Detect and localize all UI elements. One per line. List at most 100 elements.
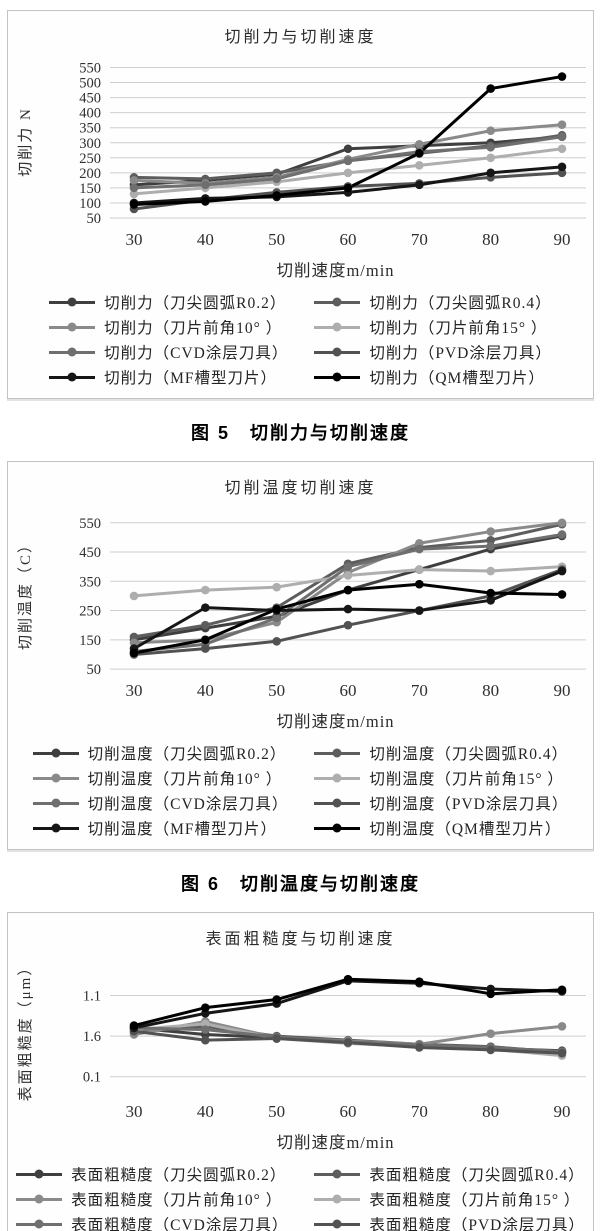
legend-marker-icon: [314, 297, 361, 307]
data-point: [272, 1034, 281, 1043]
x-tick-label: 50: [268, 681, 285, 700]
y-tick-label: 200: [79, 166, 101, 182]
legend-dot-icon: [332, 1169, 342, 1179]
legend-marker-icon: [314, 1219, 361, 1229]
data-point: [129, 648, 139, 658]
y-axis-title: 切削力 N: [17, 107, 34, 177]
data-point: [415, 606, 424, 615]
legend-item: 切削温度（CVD涂层刀具）: [32, 792, 289, 814]
legend-dot-icon: [67, 297, 77, 307]
surface-roughness-chart-panel: 表面粗糙度与切削速度 表面粗糙度（μm） 1.1 1.6 0.1 30 40 50 60 70 8…: [7, 912, 594, 1231]
legend-item: 切削力（MF槽型刀片）: [49, 366, 288, 388]
x-tick-label: 70: [411, 230, 428, 249]
x-tick-label: 60: [340, 230, 357, 249]
x-tick-label: 80: [482, 681, 499, 700]
data-point: [486, 566, 495, 576]
legend-dot-icon: [332, 798, 342, 808]
data-point: [343, 620, 353, 630]
data-point: [343, 585, 353, 595]
x-tick-label: 90: [554, 681, 571, 700]
legend-item: 表面粗糙度（PVD涂层刀具）: [314, 1213, 585, 1231]
data-point: [343, 604, 353, 614]
cutting-temperature-chart-panel: 切削温度切削速度 切削温度（C） 550 450 350 250 150 50 30 40 50 6…: [7, 461, 594, 850]
legend-marker-icon: [32, 748, 79, 758]
data-point: [486, 153, 495, 163]
legend-marker-icon: [32, 773, 79, 783]
legend-dot-icon: [51, 748, 61, 758]
legend-marker-icon: [314, 1194, 361, 1204]
legend-label: 切削力（QM槽型刀片）: [369, 370, 545, 387]
legend-item: 切削温度（PVD涂层刀具）: [314, 792, 568, 814]
y-tick-label: 150: [79, 181, 101, 197]
data-point: [343, 1038, 353, 1047]
legend-dot-icon: [67, 372, 77, 382]
legend-dot-icon: [332, 773, 342, 783]
chart-title: 切削力与切削速度: [224, 29, 377, 46]
legend-marker-icon: [49, 322, 96, 332]
data-point: [343, 156, 353, 166]
legend-marker-icon: [32, 823, 79, 833]
data-point: [201, 1035, 210, 1045]
legend-dot-icon: [332, 1219, 342, 1229]
data-point: [129, 591, 139, 601]
data-point: [129, 189, 139, 199]
legend-dot-icon: [34, 1194, 44, 1204]
legend-item: 表面粗糙度（CVD涂层刀具）: [16, 1213, 288, 1231]
y-tick-label: 350: [79, 121, 101, 137]
data-point: [557, 72, 567, 81]
legend-dot-icon: [34, 1169, 44, 1179]
legend-item: 切削力（PVD涂层刀具）: [314, 341, 552, 363]
chart-legend: 表面粗糙度（刀尖圆弧R0.2） 表面粗糙度（刀尖圆弧R0.4） 表面粗糙度（刀片前角…: [12, 1163, 589, 1231]
data-point: [486, 1029, 495, 1038]
legend-dot-icon: [332, 823, 342, 833]
y-tick-label: 300: [79, 136, 101, 152]
legend-label: 切削力（刀尖圆弧R0.2）: [104, 295, 287, 312]
x-tick-label: 40: [197, 1102, 214, 1121]
data-point: [272, 174, 281, 184]
legend-marker-icon: [314, 347, 361, 357]
legend-marker-icon: [49, 372, 96, 382]
legend-label: 切削温度（QM槽型刀片）: [369, 821, 562, 838]
data-point: [415, 977, 424, 986]
legend-dot-icon: [332, 748, 342, 758]
data-point: [343, 974, 353, 984]
y-tick-label: 100: [79, 196, 101, 212]
legend-label: 切削温度（MF槽型刀片）: [87, 821, 278, 838]
x-tick-label: 30: [126, 681, 143, 700]
legend-marker-icon: [32, 798, 79, 808]
data-point: [557, 590, 567, 599]
data-point: [557, 1048, 567, 1058]
data-point: [201, 197, 210, 206]
legend-label: 表面粗糙度（刀尖圆弧R0.4）: [369, 1167, 585, 1184]
legend-dot-icon: [34, 1219, 44, 1229]
legend-marker-icon: [314, 372, 361, 382]
data-point: [486, 168, 495, 178]
data-point: [486, 126, 495, 136]
figure-6: 切削温度切削速度 切削温度（C） 550 450 350 250 150 50 30 40 50 6…: [7, 461, 594, 896]
x-tick-label: 90: [554, 230, 571, 249]
data-point: [343, 562, 353, 571]
legend-dot-icon: [332, 1194, 342, 1204]
legend-marker-icon: [314, 798, 361, 808]
data-point: [272, 613, 281, 623]
legend-item: 切削力（刀尖圆弧R0.4）: [314, 291, 552, 313]
y-tick-label: 50: [87, 211, 102, 227]
figure-caption: 图 5 切削力与切削速度: [7, 419, 594, 445]
legend-marker-icon: [314, 823, 361, 833]
data-point: [486, 527, 495, 536]
legend-item: 切削温度（MF槽型刀片）: [32, 817, 289, 839]
series-line: [133, 582, 563, 655]
figure-caption-title: 切削温度与切削速度: [240, 874, 420, 894]
legend-marker-icon: [49, 297, 96, 307]
x-tick-label: 40: [197, 681, 214, 700]
data-point: [129, 183, 139, 193]
figure-7: 表面粗糙度与切削速度 表面粗糙度（μm） 1.1 1.6 0.1 30 40 50 60 70 8…: [7, 912, 594, 1231]
y-tick-label: 550: [79, 61, 101, 77]
y-tick-label: 350: [79, 574, 101, 590]
figure-caption: 图 6 切削温度与切削速度: [7, 870, 594, 896]
data-point: [415, 579, 424, 589]
legend-label: 切削温度（刀片前角10° ）: [87, 771, 283, 788]
data-point: [201, 585, 210, 595]
legend-dot-icon: [51, 823, 61, 833]
